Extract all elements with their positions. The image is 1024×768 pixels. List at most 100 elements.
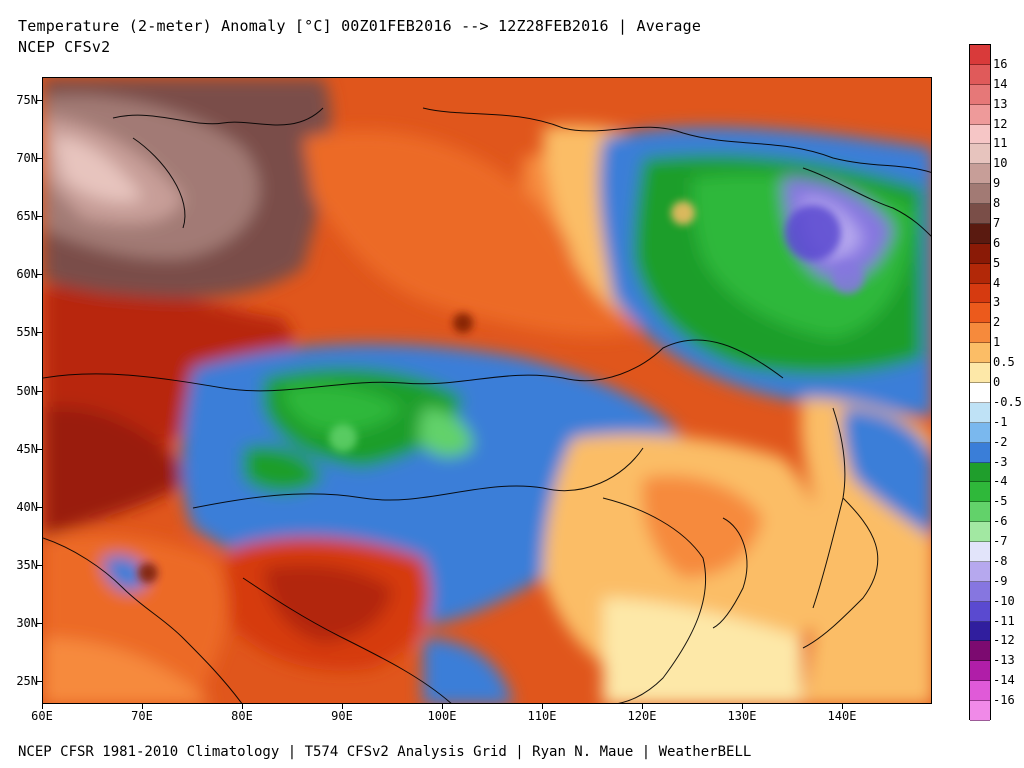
color-scale-label: 5 [993, 255, 1001, 270]
color-scale-swatch [970, 184, 990, 205]
color-scale-swatch [970, 263, 990, 284]
longitude-tick [542, 704, 543, 709]
color-scale-label: 9 [993, 176, 1001, 191]
color-scale-label: -6 [993, 514, 1008, 529]
color-scale-label: 0 [993, 375, 1001, 389]
color-scale-label: 6 [993, 235, 1001, 250]
map-title: Temperature (2-meter) Anomaly [°C] 00Z01… [18, 17, 702, 35]
longitude-tick [842, 704, 843, 709]
latitude-label: 65N [16, 209, 38, 224]
longitude-tick [642, 704, 643, 709]
latitude-tick [37, 216, 42, 218]
color-scale-swatch [970, 144, 990, 165]
latitude-label: 35N [16, 557, 38, 572]
color-scale-label: 7 [993, 215, 1001, 230]
color-scale-swatch [970, 681, 990, 702]
color-scale-swatch [970, 641, 990, 662]
color-scale-label: -4 [993, 474, 1008, 489]
color-scale-label: -7 [993, 534, 1008, 549]
anomaly-map [42, 77, 932, 704]
color-scale-label: 12 [993, 116, 1008, 131]
color-scale-swatch [970, 581, 990, 602]
color-scale-swatch [970, 502, 990, 523]
latitude-label: 50N [16, 383, 38, 398]
color-scale-swatch [970, 522, 990, 543]
color-scale-swatch [970, 542, 990, 562]
color-scale-label: 1 [993, 335, 1001, 350]
color-scale-swatch [970, 164, 990, 185]
longitude-tick [242, 704, 243, 709]
color-scale-label: -10 [993, 593, 1015, 608]
color-scale-label: 10 [993, 156, 1008, 171]
latitude-label: 30N [16, 615, 38, 630]
color-scale-swatch [970, 402, 990, 423]
model-name: NCEP CFSv2 [18, 38, 111, 56]
color-scale-label: 16 [993, 56, 1008, 71]
color-scale-label: -12 [993, 633, 1015, 648]
color-scale-label: -16 [993, 693, 1015, 708]
longitude-tick [342, 704, 343, 709]
latitude-tick [37, 448, 42, 450]
latitude-label: 45N [16, 441, 38, 456]
color-scale-label: -13 [993, 653, 1015, 668]
latitude-tick [37, 564, 42, 566]
latitude-label: 25N [16, 673, 38, 688]
color-scale-swatch [970, 64, 990, 85]
latitude-tick [37, 100, 42, 102]
color-scale-swatch [970, 442, 990, 463]
color-scale-label: 13 [993, 96, 1008, 111]
color-scale-label: -0.5 [993, 394, 1022, 409]
color-scale-swatch [970, 243, 990, 264]
color-scale-label: 2 [993, 315, 1001, 330]
longitude-label: 90E [331, 709, 353, 723]
longitude-label: 80E [231, 709, 253, 723]
color-scale-swatch [970, 601, 990, 622]
latitude-tick [37, 158, 42, 160]
footer-credits: NCEP CFSR 1981-2010 Climatology | T574 C… [18, 744, 752, 760]
color-scale-swatch [970, 45, 990, 65]
color-scale-swatch [970, 223, 990, 244]
color-scale-label: 4 [993, 275, 1001, 290]
longitude-tick [442, 704, 443, 709]
latitude-tick [37, 274, 42, 276]
latitude-tick [37, 680, 42, 682]
latitude-tick [37, 622, 42, 624]
longitude-label: 130E [727, 709, 757, 723]
color-scale-swatch [970, 621, 990, 642]
color-scale-label: 14 [993, 76, 1008, 91]
color-scale-label: -1 [993, 414, 1008, 429]
longitude-label: 110E [527, 709, 557, 723]
color-scale-swatch [970, 561, 990, 582]
latitude-tick [37, 390, 42, 392]
color-scale-label: -3 [993, 454, 1008, 469]
longitude-label: 120E [627, 709, 657, 723]
longitude-tick [142, 704, 143, 709]
color-scale-label: -11 [993, 613, 1015, 628]
color-scale-label: -9 [993, 573, 1008, 588]
coastlines [43, 107, 931, 703]
color-scale-swatch [970, 104, 990, 125]
color-scale-bar [969, 44, 991, 721]
color-scale-swatch [970, 204, 990, 224]
longitude-label: 100E [427, 709, 457, 723]
longitude-label: 140E [827, 709, 857, 723]
color-scale-label: -2 [993, 434, 1008, 449]
color-scale-swatch [970, 661, 990, 682]
anomaly-field [43, 78, 931, 703]
color-scale-label: 0.5 [993, 355, 1015, 370]
color-scale-swatch [970, 422, 990, 443]
latitude-label: 60N [16, 267, 38, 282]
color-scale-swatch [970, 482, 990, 503]
color-scale-label: 8 [993, 196, 1001, 211]
latitude-label: 75N [16, 93, 38, 108]
color-scale-label: -8 [993, 553, 1008, 568]
color-scale-swatch [970, 283, 990, 304]
latitude-label: 40N [16, 499, 38, 514]
color-scale-swatch [970, 84, 990, 105]
longitude-tick [742, 704, 743, 709]
longitude-tick [42, 704, 43, 709]
color-scale-label: 3 [993, 295, 1001, 310]
color-scale-swatch [970, 701, 990, 721]
color-scale-swatch [970, 383, 990, 403]
color-scale-swatch [970, 363, 990, 383]
